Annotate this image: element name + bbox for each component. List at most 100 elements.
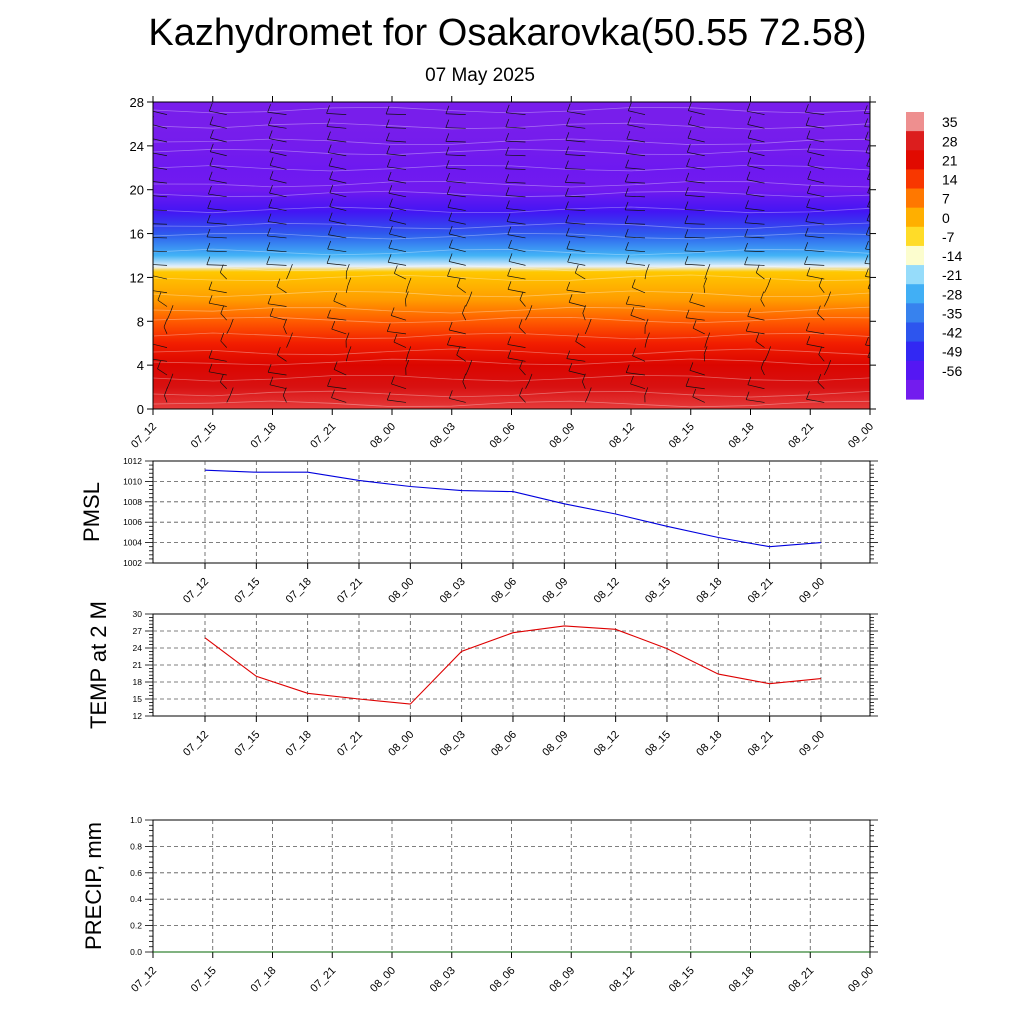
colorbar-box: [906, 341, 924, 362]
contour-line: [153, 358, 870, 366]
wind-barb-feather: [148, 187, 151, 195]
wind-barb-shaft: [689, 369, 705, 376]
wind-barb-shaft: [630, 383, 646, 390]
wind-barbs: [148, 102, 885, 403]
x-tick-label: 09_00: [797, 576, 827, 606]
wind-barb-feather: [755, 333, 760, 342]
wind-barb-feather: [624, 228, 629, 238]
wind-barb-shaft: [806, 275, 825, 280]
wind-barb-shaft: [632, 287, 646, 294]
wind-barb-shaft: [445, 154, 466, 157]
wind-barb-shaft: [269, 151, 287, 157]
wind-barb-feather: [347, 346, 352, 355]
wind-barb-feather: [806, 130, 811, 139]
wind-barb-feather: [684, 242, 689, 252]
wind-barb-feather: [565, 146, 569, 155]
colorbar-label: -56: [942, 363, 962, 379]
wind-barb-feather: [505, 160, 509, 169]
wind-barb-shaft: [764, 354, 768, 362]
wind-barb-shaft: [823, 367, 829, 376]
wind-barb-feather: [209, 157, 214, 166]
wind-barb-shaft: [747, 124, 765, 129]
contour-line: [153, 164, 870, 172]
wind-barb-shaft: [267, 221, 287, 225]
wind-barb-feather: [684, 187, 689, 196]
wind-barb-feather: [269, 376, 274, 385]
wind-barb-shaft: [644, 272, 647, 280]
wind-barb-shaft: [806, 138, 825, 143]
wind-barb-feather: [267, 364, 272, 373]
wind-barb-feather: [157, 360, 161, 369]
wind-barb-shaft: [625, 236, 646, 239]
wind-barb-shaft: [405, 354, 409, 362]
wind-barb-shaft: [333, 300, 347, 307]
wind-barb-feather: [706, 332, 711, 341]
wind-barb-shaft: [507, 234, 526, 239]
wind-barb-shaft: [462, 313, 467, 321]
wind-barb-feather: [627, 102, 632, 111]
wind-barb-shaft: [566, 358, 586, 362]
wind-barb-shaft: [153, 250, 168, 253]
wind-barb-feather: [390, 307, 395, 316]
x-tick-label: 08_21: [786, 965, 816, 995]
wind-barb-shaft: [686, 166, 705, 170]
wind-barb-shaft: [505, 154, 526, 157]
y-tick-label: 15: [133, 694, 143, 704]
wind-barb-shaft: [507, 289, 526, 294]
wind-barb-feather: [747, 376, 752, 385]
wind-barb-feather: [807, 171, 812, 180]
wind-barb-feather: [747, 129, 752, 139]
wind-barb-shaft: [747, 384, 765, 390]
wind-barb-shaft: [328, 165, 347, 170]
colorbar-box: [906, 112, 924, 132]
wind-barb-feather: [448, 225, 453, 235]
wind-barb-shaft: [685, 194, 705, 198]
wind-barb-shaft: [625, 209, 646, 211]
wind-barb-feather: [804, 242, 809, 251]
wind-barb-feather: [327, 144, 332, 153]
y-tick-label: 28: [130, 95, 144, 110]
wind-barb-feather: [329, 184, 334, 193]
wind-barb-feather: [267, 104, 271, 113]
wind-barb-shaft: [207, 222, 227, 225]
wind-barb-feather: [625, 145, 630, 154]
x-tick-label: 08_03: [428, 421, 458, 451]
wind-barb-shaft: [209, 357, 227, 362]
x-tick-label: 08_09: [547, 965, 577, 995]
wind-barb-shaft: [864, 263, 870, 265]
colorbar-label: -42: [942, 325, 962, 341]
wind-barb-shaft: [566, 125, 586, 129]
wind-barb-shaft: [684, 250, 705, 253]
wind-barb-shaft: [823, 299, 829, 307]
wind-barb-shaft: [505, 126, 526, 129]
wind-barb-shaft: [209, 302, 227, 307]
wind-barb-shaft: [746, 193, 765, 198]
wind-barb-shaft: [208, 371, 227, 376]
wind-barb-shaft: [388, 179, 407, 184]
wind-barb-feather: [507, 226, 512, 235]
wind-barb-shaft: [746, 110, 765, 115]
contour-line: [153, 290, 870, 298]
wind-barb-shaft: [508, 261, 526, 266]
wind-barb-feather: [447, 199, 452, 208]
colorbar-box: [906, 360, 924, 381]
wind-barb-feather: [388, 239, 393, 249]
wind-barb-feather: [882, 360, 885, 368]
colorbar-box: [906, 226, 924, 247]
wind-barb-feather: [289, 264, 293, 273]
wind-barb-feather: [345, 332, 350, 341]
colorbar-label: 21: [942, 152, 958, 168]
wind-barb-shaft: [519, 395, 526, 403]
wind-barb-feather: [632, 347, 636, 356]
wind-barb-shaft: [807, 165, 825, 170]
wind-barb-shaft: [328, 152, 347, 157]
wind-barb-feather: [508, 253, 513, 262]
wind-barb-shaft: [806, 330, 825, 335]
pmsl-panel: [145, 460, 878, 569]
y-tick-label: 0: [137, 402, 144, 417]
x-tick-label: 08_15: [643, 729, 673, 759]
wind-barb-feather: [505, 133, 509, 142]
wind-barb-shaft: [565, 222, 586, 225]
wind-barb-shaft: [505, 195, 526, 198]
y-tick-label: 8: [137, 314, 144, 329]
